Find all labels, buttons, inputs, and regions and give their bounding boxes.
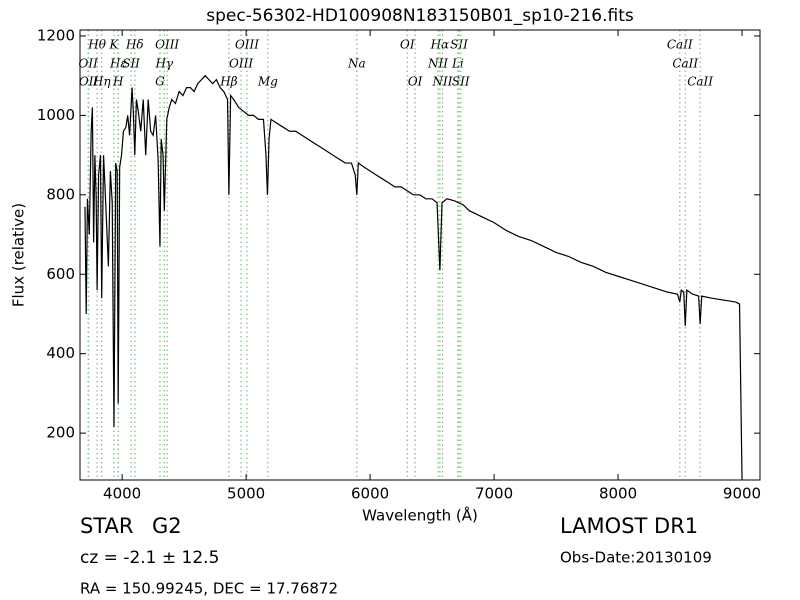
coordinates: RA = 150.99245, DEC = 17.76872 [80, 580, 338, 598]
spectral-line-label: OIII [229, 57, 253, 71]
object-subclass: G2 [152, 514, 182, 538]
x-tick-label: 4000 [103, 485, 141, 503]
spectral-line-label: Na [347, 57, 366, 71]
y-tick-label: 400 [46, 344, 75, 362]
spectral-line-label: Hε [109, 57, 127, 71]
y-tick-label: 1000 [37, 106, 75, 124]
y-axis-label: Flux (relative) [10, 203, 28, 307]
y-tick-label: 200 [46, 424, 75, 442]
spectral-line-label: OIII [155, 38, 179, 52]
spectral-line-label: Mg [257, 75, 278, 89]
chart-title: spec-56302-HD100908N183150B01_sp10-216.f… [206, 6, 634, 26]
object-class: STAR [80, 514, 133, 538]
spectral-line-label: OII [79, 57, 99, 71]
y-tick-label: 800 [46, 185, 75, 203]
spectral-line-label: SII [122, 57, 140, 71]
spectral-line-label: Hγ [154, 57, 173, 71]
spectrum-line [84, 74, 743, 479]
spectral-line-label: SII [452, 75, 470, 89]
x-tick-label: 6000 [351, 485, 389, 503]
spectral-line-label: H [112, 75, 124, 89]
spectral-line-label: G [155, 75, 165, 89]
plot-frame [79, 29, 761, 481]
redshift: cz = -2.1 ± 12.5 [80, 548, 219, 568]
spectral-line-label: Hα [430, 38, 450, 52]
x-tick-label: 5000 [227, 485, 265, 503]
x-tick-label: 7000 [475, 485, 513, 503]
spectral-line-label: Hβ [219, 75, 237, 89]
spectral-line-label: Hθ [87, 38, 106, 52]
x-tick-label: 9000 [723, 485, 761, 503]
spectral-line-label: K [108, 38, 119, 52]
spectral-line-label: CaII [672, 57, 698, 71]
x-axis-label: Wavelength (Å) [362, 506, 478, 525]
spectral-line-label: CaII [667, 38, 693, 52]
spectral-line-label: SII [450, 38, 468, 52]
spectral-line-label: Hδ [125, 38, 144, 52]
survey: LAMOST DR1 [560, 514, 698, 538]
spectral-line-label: CaII [687, 75, 713, 89]
spectral-line-label: NII [432, 75, 453, 89]
y-tick-label: 600 [46, 265, 75, 283]
spectral-line-label: OI [400, 38, 415, 52]
obs-date: Obs-Date:20130109 [560, 549, 712, 567]
spectral-line-label: Li [451, 57, 464, 71]
spectral-line-label: OIII [235, 38, 259, 52]
spectral-line-label: OI [408, 75, 423, 89]
y-tick-label: 1200 [37, 26, 75, 44]
spectral-line-label: OII [79, 75, 99, 89]
spectral-line-label: NII [427, 57, 448, 71]
x-tick-label: 8000 [599, 485, 637, 503]
spectral-line-label: Hη [92, 75, 111, 89]
